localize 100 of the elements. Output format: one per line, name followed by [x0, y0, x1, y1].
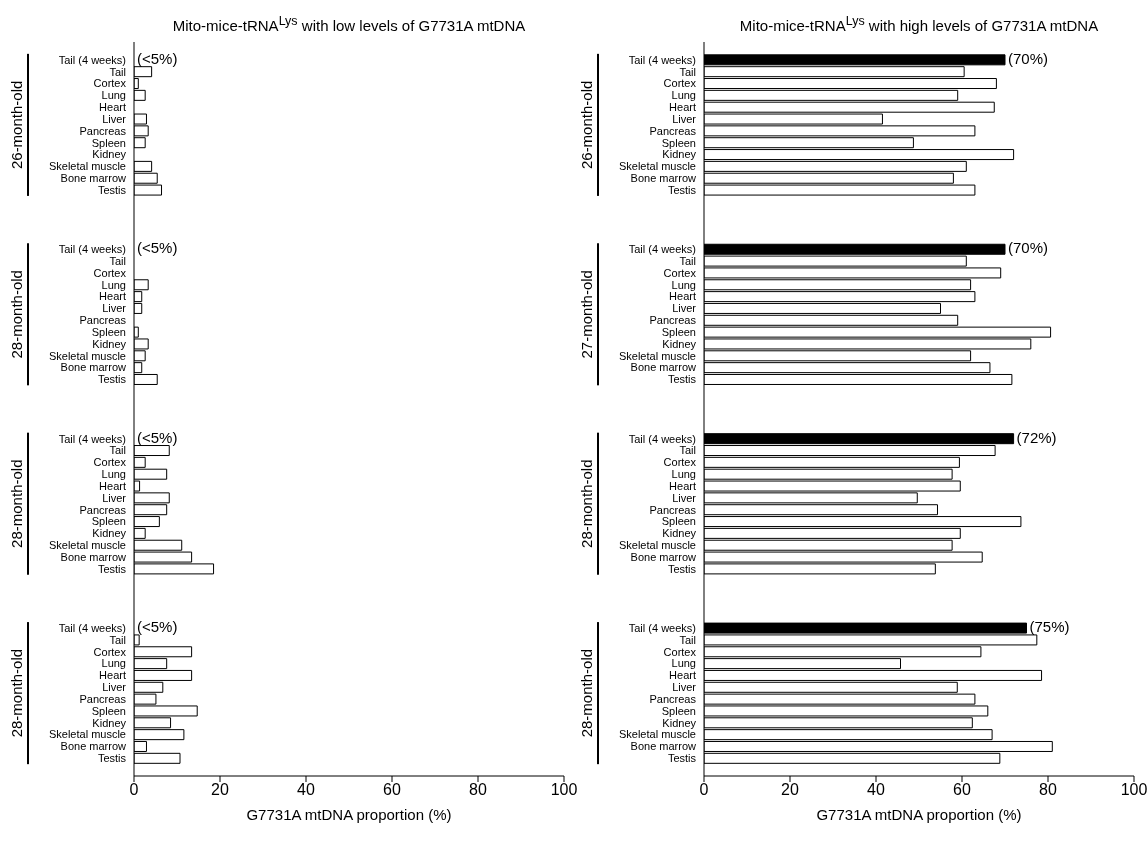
y-tick-label: Kidney — [662, 527, 697, 540]
y-tick-label: Spleen — [91, 515, 126, 528]
text: 27-month-old — [577, 270, 595, 359]
y-tick-label: Kidney — [662, 716, 697, 729]
y-tick-label: Lung — [101, 89, 126, 102]
y-tick-label: Tail — [679, 633, 696, 646]
data-label: (75%) — [1029, 617, 1070, 635]
x-tick-label: 100 — [550, 781, 578, 799]
y-tick-label: Cortex — [93, 456, 127, 469]
y-tick-label: Bone marrow — [630, 550, 697, 563]
y-tick-label: Cortex — [663, 77, 697, 90]
y-tick-label: Bone marrow — [630, 740, 697, 753]
data-label: (70%) — [1008, 239, 1049, 257]
y-tick-label: Liver — [672, 491, 697, 504]
text: 26-month-old — [577, 80, 595, 170]
y-tick-label: Bone marrow — [630, 172, 697, 185]
y-tick-label: Spleen — [91, 136, 126, 149]
y-tick-label: Heart — [99, 479, 126, 492]
text: 28-month-old — [577, 648, 595, 738]
y-tick-label: Bone marrow — [60, 172, 127, 185]
text: (<5%) — [137, 49, 178, 67]
y-tick-label: Pancreas — [649, 692, 697, 705]
y-tick-label: Spleen — [91, 704, 126, 717]
y-tick-label: Tail — [679, 444, 696, 457]
y-tick-label: Cortex — [663, 456, 697, 469]
y-tick-label: Tail — [109, 254, 126, 267]
x-tick-label: 60 — [953, 781, 971, 799]
y-tick-label: Pancreas — [79, 314, 127, 327]
y-tick-label: Spleen — [661, 325, 696, 338]
y-tick-label: Pancreas — [79, 503, 127, 516]
x-tick-label: 60 — [383, 781, 401, 799]
y-tick-label: Cortex — [93, 645, 127, 658]
y-tick-label: Spleen — [661, 704, 696, 717]
y-tick-label: Lung — [671, 89, 696, 102]
y-tick-label: Bone marrow — [60, 740, 127, 753]
x-tick-label: 20 — [781, 781, 799, 799]
text: (<5%) — [137, 239, 178, 257]
y-tick-label: Pancreas — [649, 503, 697, 516]
chart-title: Mito-mice-tRNA$^{Lys}$ with high levels of G7731A mtDNA — [738, 13, 1100, 34]
y-tick-label: Skeletal muscle — [618, 539, 696, 552]
y-tick-label: Lung — [671, 278, 696, 291]
y-tick-label: Heart — [669, 101, 696, 114]
y-tick-label: Tail (4 weeks) — [58, 243, 126, 256]
x-tick-label: 80 — [469, 781, 487, 799]
y-tick-label: Tail (4 weeks) — [628, 621, 696, 634]
text: 28-month-old — [7, 648, 25, 738]
y-tick-label: Liver — [102, 681, 127, 694]
y-tick-label: Lung — [671, 657, 696, 670]
y-tick-label: Kidney — [92, 527, 127, 540]
y-tick-label: Cortex — [663, 645, 697, 658]
y-tick-label: Tail — [679, 254, 696, 267]
x-tick-label: 0 — [699, 781, 709, 799]
y-tick-label: Tail (4 weeks) — [58, 621, 126, 634]
data-label: (70%) — [1008, 49, 1049, 67]
x-tick-label: 0 — [129, 781, 139, 799]
text: 28-month-old — [7, 270, 25, 359]
y-tick-label: Tail (4 weeks) — [58, 53, 126, 66]
y-tick-label: Pancreas — [649, 124, 697, 137]
y-tick-label: Cortex — [93, 77, 127, 90]
y-tick-label: Spleen — [91, 325, 126, 338]
y-tick-label: Cortex — [663, 266, 697, 279]
x-tick-label: 20 — [211, 781, 229, 799]
y-tick-label: Pancreas — [79, 692, 127, 705]
text: 28-month-old — [7, 459, 25, 548]
y-tick-label: Tail (4 weeks) — [58, 432, 126, 445]
y-tick-label: Kidney — [92, 337, 127, 350]
y-tick-label: Cortex — [93, 266, 127, 279]
y-tick-label: Skeletal muscle — [48, 160, 126, 173]
text: 26-month-old — [7, 80, 25, 170]
y-tick-label: Heart — [669, 669, 696, 682]
y-tick-label: Bone marrow — [60, 361, 127, 374]
y-tick-label: Lung — [101, 657, 126, 670]
y-tick-label: Liver — [102, 112, 127, 125]
y-tick-label: Skeletal muscle — [618, 349, 696, 362]
y-tick-label: Heart — [99, 290, 126, 303]
y-tick-label: Heart — [669, 290, 696, 303]
y-tick-label: Kidney — [92, 716, 127, 729]
y-tick-label: Bone marrow — [630, 361, 697, 374]
y-tick-label: Kidney — [662, 337, 697, 350]
y-tick-label: Lung — [671, 468, 696, 481]
x-tick-label: 40 — [867, 781, 885, 799]
text: (<5%) — [137, 617, 178, 635]
y-tick-label: Tail (4 weeks) — [628, 53, 696, 66]
x-axis-title: G7731A mtDNA proportion (%) — [246, 806, 452, 823]
y-tick-label: Skeletal muscle — [618, 728, 696, 741]
y-tick-label: Lung — [101, 278, 126, 291]
y-tick-label: Testis — [667, 562, 697, 575]
y-tick-label: Liver — [102, 491, 127, 504]
y-tick-label: Bone marrow — [60, 550, 127, 563]
y-tick-label: Tail — [109, 633, 126, 646]
y-tick-label: Testis — [97, 752, 127, 765]
y-tick-label: Spleen — [661, 515, 696, 528]
text: (<5%) — [137, 428, 178, 446]
y-tick-label: Tail — [109, 65, 126, 78]
y-tick-label: Heart — [669, 479, 696, 492]
x-tick-label: 40 — [297, 781, 315, 799]
x-tick-label: 100 — [1120, 781, 1148, 799]
y-tick-label: Liver — [672, 681, 697, 694]
y-tick-label: Liver — [672, 302, 697, 315]
y-tick-label: Liver — [672, 112, 697, 125]
